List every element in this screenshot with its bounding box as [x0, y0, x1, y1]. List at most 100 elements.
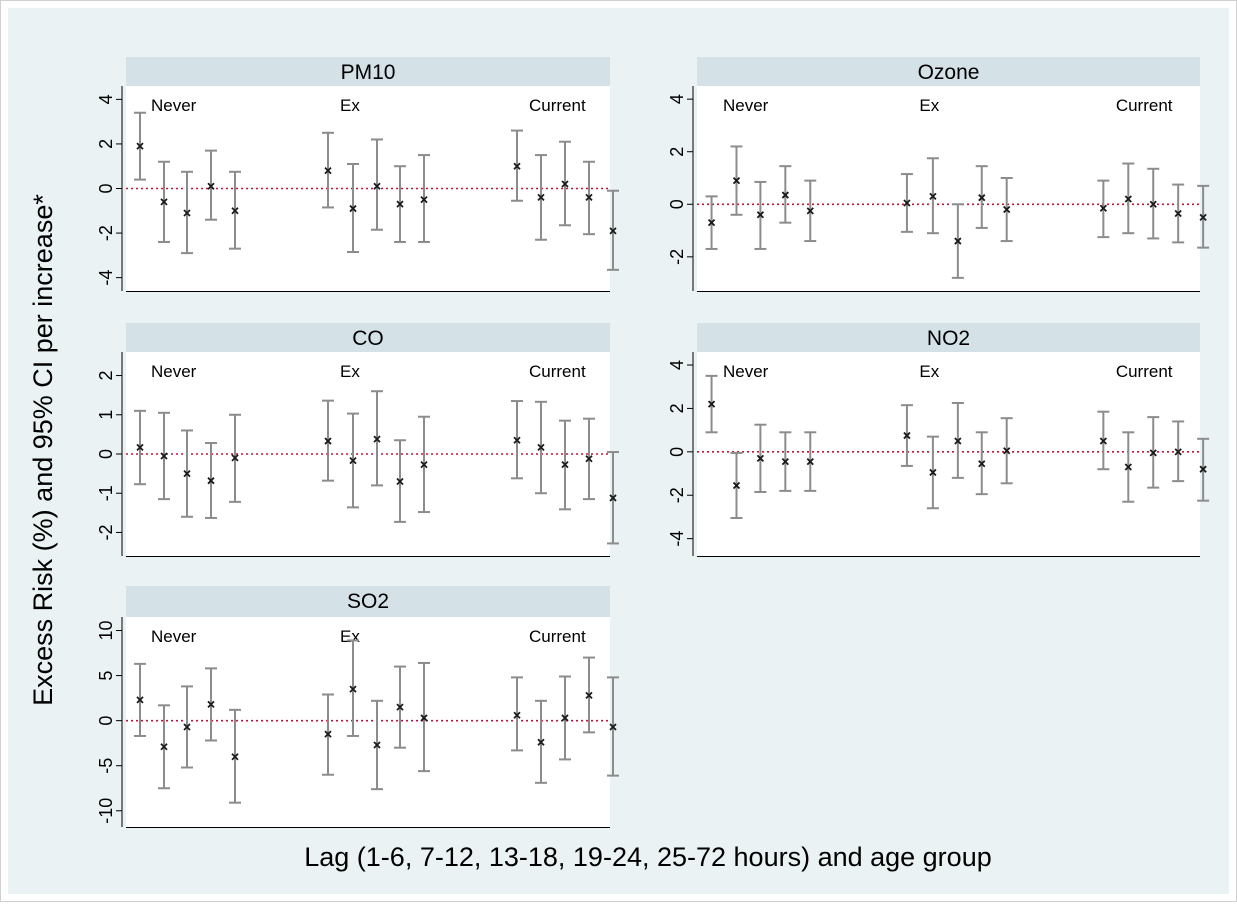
panel-header [697, 57, 1200, 86]
y-tick-label: 2 [667, 403, 687, 413]
group-label-ex: Ex [340, 362, 360, 381]
point-marker [420, 714, 428, 722]
group-label-current: Current [529, 627, 586, 646]
y-tick-label: -2 [667, 249, 687, 265]
y-tick-label: 5 [96, 671, 116, 681]
y-tick-label: 4 [667, 360, 687, 370]
group-label-never: Never [151, 96, 197, 115]
y-tick-label: 1 [96, 410, 116, 420]
point-marker [324, 730, 332, 738]
panel-title: SO2 [347, 590, 389, 613]
point-marker [1003, 205, 1011, 214]
point-marker [954, 237, 962, 245]
panel-pm10: PM10 -4 -2 0 2 4 Never Ex Current [96, 57, 619, 292]
point-marker [396, 477, 404, 486]
error-bar [1172, 183, 1185, 244]
panel-header [126, 586, 610, 617]
panel-header [126, 57, 610, 86]
point-marker [231, 207, 239, 215]
point-marker [1149, 449, 1157, 457]
panel-ozone: Ozone -2 0 2 4 Never Ex Current [667, 57, 1210, 292]
error-bar [975, 165, 988, 229]
x-axis-label: Lag (1-6, 7-12, 13-18, 19-24, 25-72 hour… [304, 842, 991, 872]
point-marker [585, 193, 593, 202]
group-label-never: Never [723, 362, 769, 381]
error-bar [975, 431, 988, 496]
error-bar [951, 203, 964, 279]
error-bar [583, 417, 595, 501]
error-bar [607, 451, 619, 545]
point-marker [1199, 213, 1207, 222]
error-bar [705, 374, 718, 434]
error-bar [705, 195, 718, 250]
point-marker [806, 207, 814, 215]
y-axis-label: Excess Risk (%) and 95% CI per increase* [28, 194, 58, 706]
group-label-never: Never [151, 362, 197, 381]
panel-no2: NO2 -4 -2 0 2 4 Never Ex Current [667, 323, 1210, 557]
point-marker [396, 703, 404, 711]
error-bar [1097, 410, 1110, 471]
error-bar [583, 656, 595, 734]
point-marker [1199, 465, 1207, 473]
panel-title: NO2 [927, 327, 970, 350]
point-marker [609, 494, 617, 502]
error-bar [926, 157, 939, 235]
error-bar [158, 160, 170, 243]
error-bar [1122, 162, 1135, 235]
point-marker [231, 454, 239, 462]
panel-header [697, 323, 1200, 352]
point-marker [732, 481, 741, 490]
error-bar [134, 111, 146, 181]
point-marker [1149, 200, 1157, 208]
point-marker [324, 167, 332, 175]
error-bar [1197, 437, 1210, 502]
error-bar [205, 149, 217, 221]
point-marker [207, 182, 215, 190]
error-bar [205, 442, 217, 519]
point-marker [1099, 437, 1107, 445]
error-bar [754, 180, 767, 250]
error-bar [371, 390, 383, 487]
point-marker [756, 454, 765, 462]
point-marker [373, 741, 381, 749]
group-label-current: Current [1116, 96, 1173, 115]
group-label-current: Current [529, 96, 586, 115]
error-bar [1122, 431, 1135, 503]
point-marker [349, 204, 357, 213]
point-marker [420, 460, 428, 469]
point-marker [231, 753, 239, 761]
error-bar [926, 435, 939, 510]
error-bar [394, 165, 406, 243]
group-label-ex: Ex [919, 96, 939, 115]
y-tick-label: -4 [96, 270, 116, 286]
point-marker [732, 176, 741, 185]
error-bar [1097, 179, 1110, 239]
point-marker [1124, 195, 1132, 203]
point-marker [160, 198, 168, 206]
point-marker [609, 227, 617, 235]
point-marker [781, 191, 789, 199]
point-marker [349, 685, 357, 693]
point-marker [1124, 463, 1132, 471]
point-marker [136, 696, 144, 704]
panel-header [126, 323, 610, 352]
point-marker [183, 469, 191, 478]
error-bar [900, 173, 913, 233]
point-marker [561, 460, 569, 469]
error-bar [322, 131, 334, 209]
error-bar [511, 676, 523, 752]
error-bar [418, 154, 430, 243]
plot-area [126, 617, 610, 827]
error-bar [322, 693, 334, 776]
group-label-ex: Ex [340, 627, 360, 646]
point-marker [373, 182, 381, 190]
point-marker [978, 194, 986, 202]
error-bar [158, 411, 170, 501]
error-bar [730, 451, 743, 520]
point-marker [513, 711, 521, 719]
point-marker [349, 457, 357, 465]
error-bar [607, 189, 619, 271]
error-bar [900, 404, 913, 467]
error-bar [779, 431, 792, 492]
